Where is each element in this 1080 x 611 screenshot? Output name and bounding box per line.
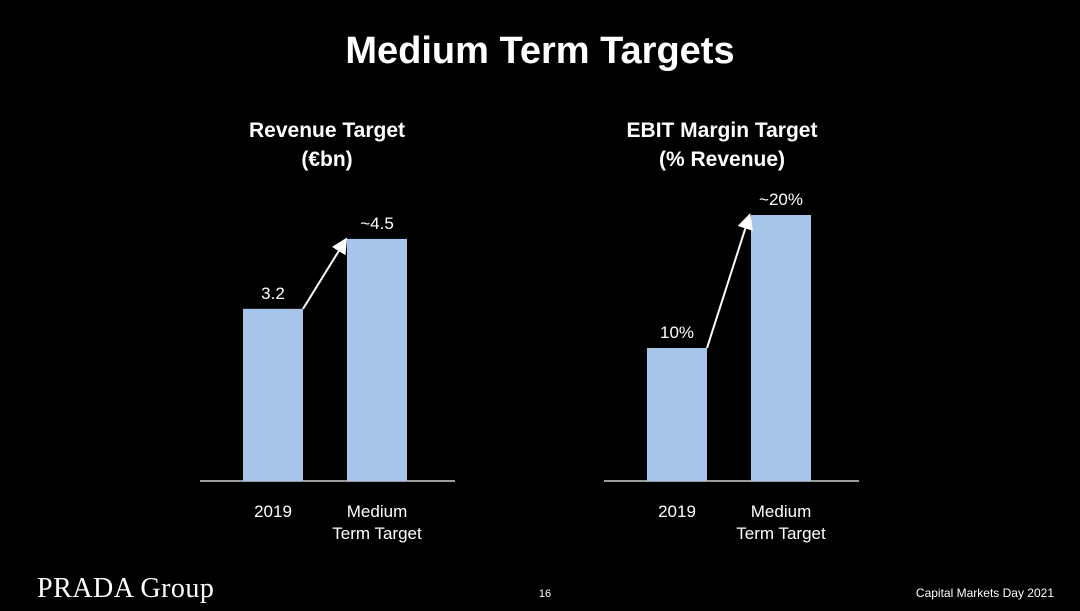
ebit-category-label-2-line-2: Term Target: [736, 524, 826, 543]
revenue-chart-title: Revenue Target (€bn): [177, 116, 477, 174]
event-name: Capital Markets Day 2021: [915, 586, 1054, 600]
revenue-category-label-2-line-2: Term Target: [332, 524, 422, 543]
revenue-bar-2: [347, 238, 407, 481]
ebit-bar-2: [751, 214, 811, 481]
ebit-category-label-1: 2019: [658, 502, 696, 521]
revenue-chart-title-line-1: Revenue Target: [249, 119, 405, 142]
prada-group-logo: PRADA Group: [37, 573, 215, 604]
revenue-increase-arrow: [302, 237, 348, 310]
ebit-data-label-1: 10%: [660, 323, 694, 342]
ebit-bar-1: [647, 347, 707, 481]
revenue-category-label-1: 2019: [254, 502, 292, 521]
ebit-category-label-2-line-1: Medium: [751, 502, 811, 521]
revenue-data-label-2: ~4.5: [360, 214, 394, 233]
ebit-chart-title: EBIT Margin Target (% Revenue): [572, 116, 872, 174]
ebit-increase-arrow: [706, 213, 753, 349]
ebit-data-label-2: ~20%: [759, 190, 803, 209]
revenue-category-label-2-line-1: Medium: [347, 502, 407, 521]
slide-title: Medium Term Targets: [345, 30, 735, 72]
revenue-data-label-1: 3.2: [261, 284, 285, 303]
ebit-chart-title-line-1: EBIT Margin Target: [626, 119, 818, 142]
ebit-chart-title-line-2: (% Revenue): [658, 148, 786, 171]
revenue-chart-title-line-2: (€bn): [301, 148, 353, 171]
page-number: 16: [538, 588, 552, 600]
revenue-bar-1: [243, 308, 303, 481]
